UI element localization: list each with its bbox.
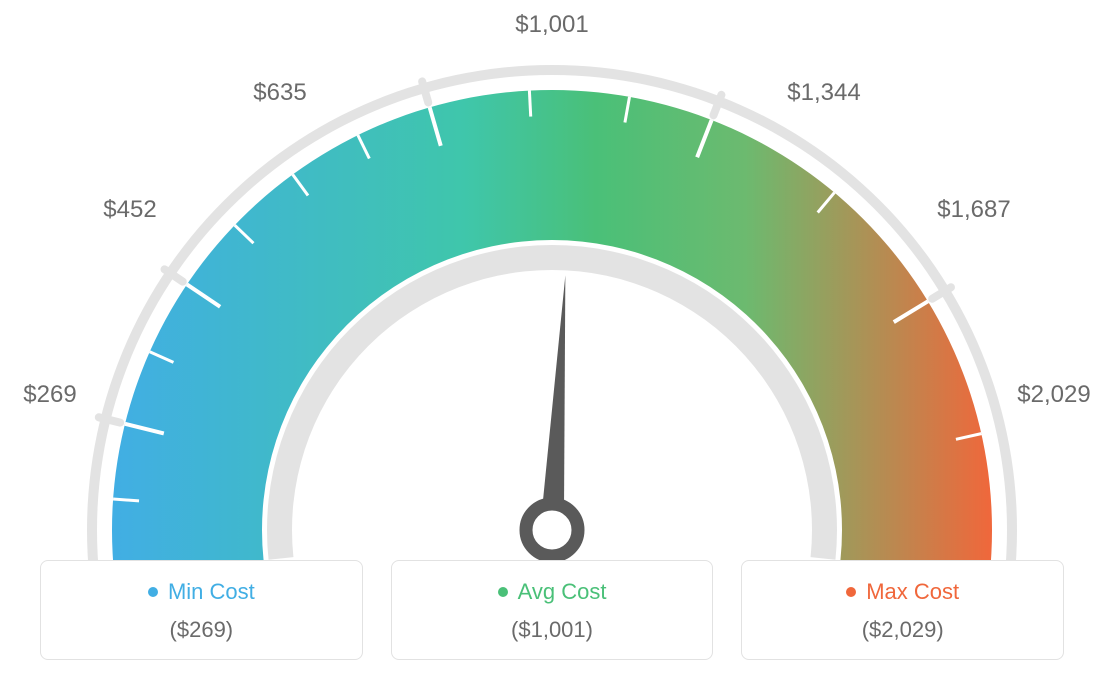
gauge-tick-label: $452 [103,196,156,224]
cost-gauge: $269 $452 $635 $1,001 $1,344 $1,687 $2,029 [0,0,1104,560]
min-cost-value: ($269) [51,617,352,643]
gauge-tick-label: $1,001 [515,11,588,39]
min-cost-title: Min Cost [148,579,255,605]
gauge-tick-label: $1,687 [937,196,1010,224]
gauge-svg [0,0,1104,560]
gauge-tick-label: $2,029 [1017,381,1090,409]
gauge-tick-label: $269 [23,381,76,409]
avg-cost-value: ($1,001) [402,617,703,643]
max-cost-title: Max Cost [846,579,959,605]
max-cost-card: Max Cost ($2,029) [741,560,1064,660]
max-cost-value: ($2,029) [752,617,1053,643]
min-cost-label: Min Cost [168,579,255,605]
avg-cost-label: Avg Cost [518,579,607,605]
gauge-tick-label: $635 [253,79,306,107]
max-cost-dot-icon [846,587,856,597]
avg-cost-dot-icon [498,587,508,597]
max-cost-label: Max Cost [866,579,959,605]
min-cost-dot-icon [148,587,158,597]
gauge-tick-label: $1,344 [787,79,860,107]
avg-cost-card: Avg Cost ($1,001) [391,560,714,660]
avg-cost-title: Avg Cost [498,579,607,605]
summary-cards: Min Cost ($269) Avg Cost ($1,001) Max Co… [0,560,1104,660]
min-cost-card: Min Cost ($269) [40,560,363,660]
